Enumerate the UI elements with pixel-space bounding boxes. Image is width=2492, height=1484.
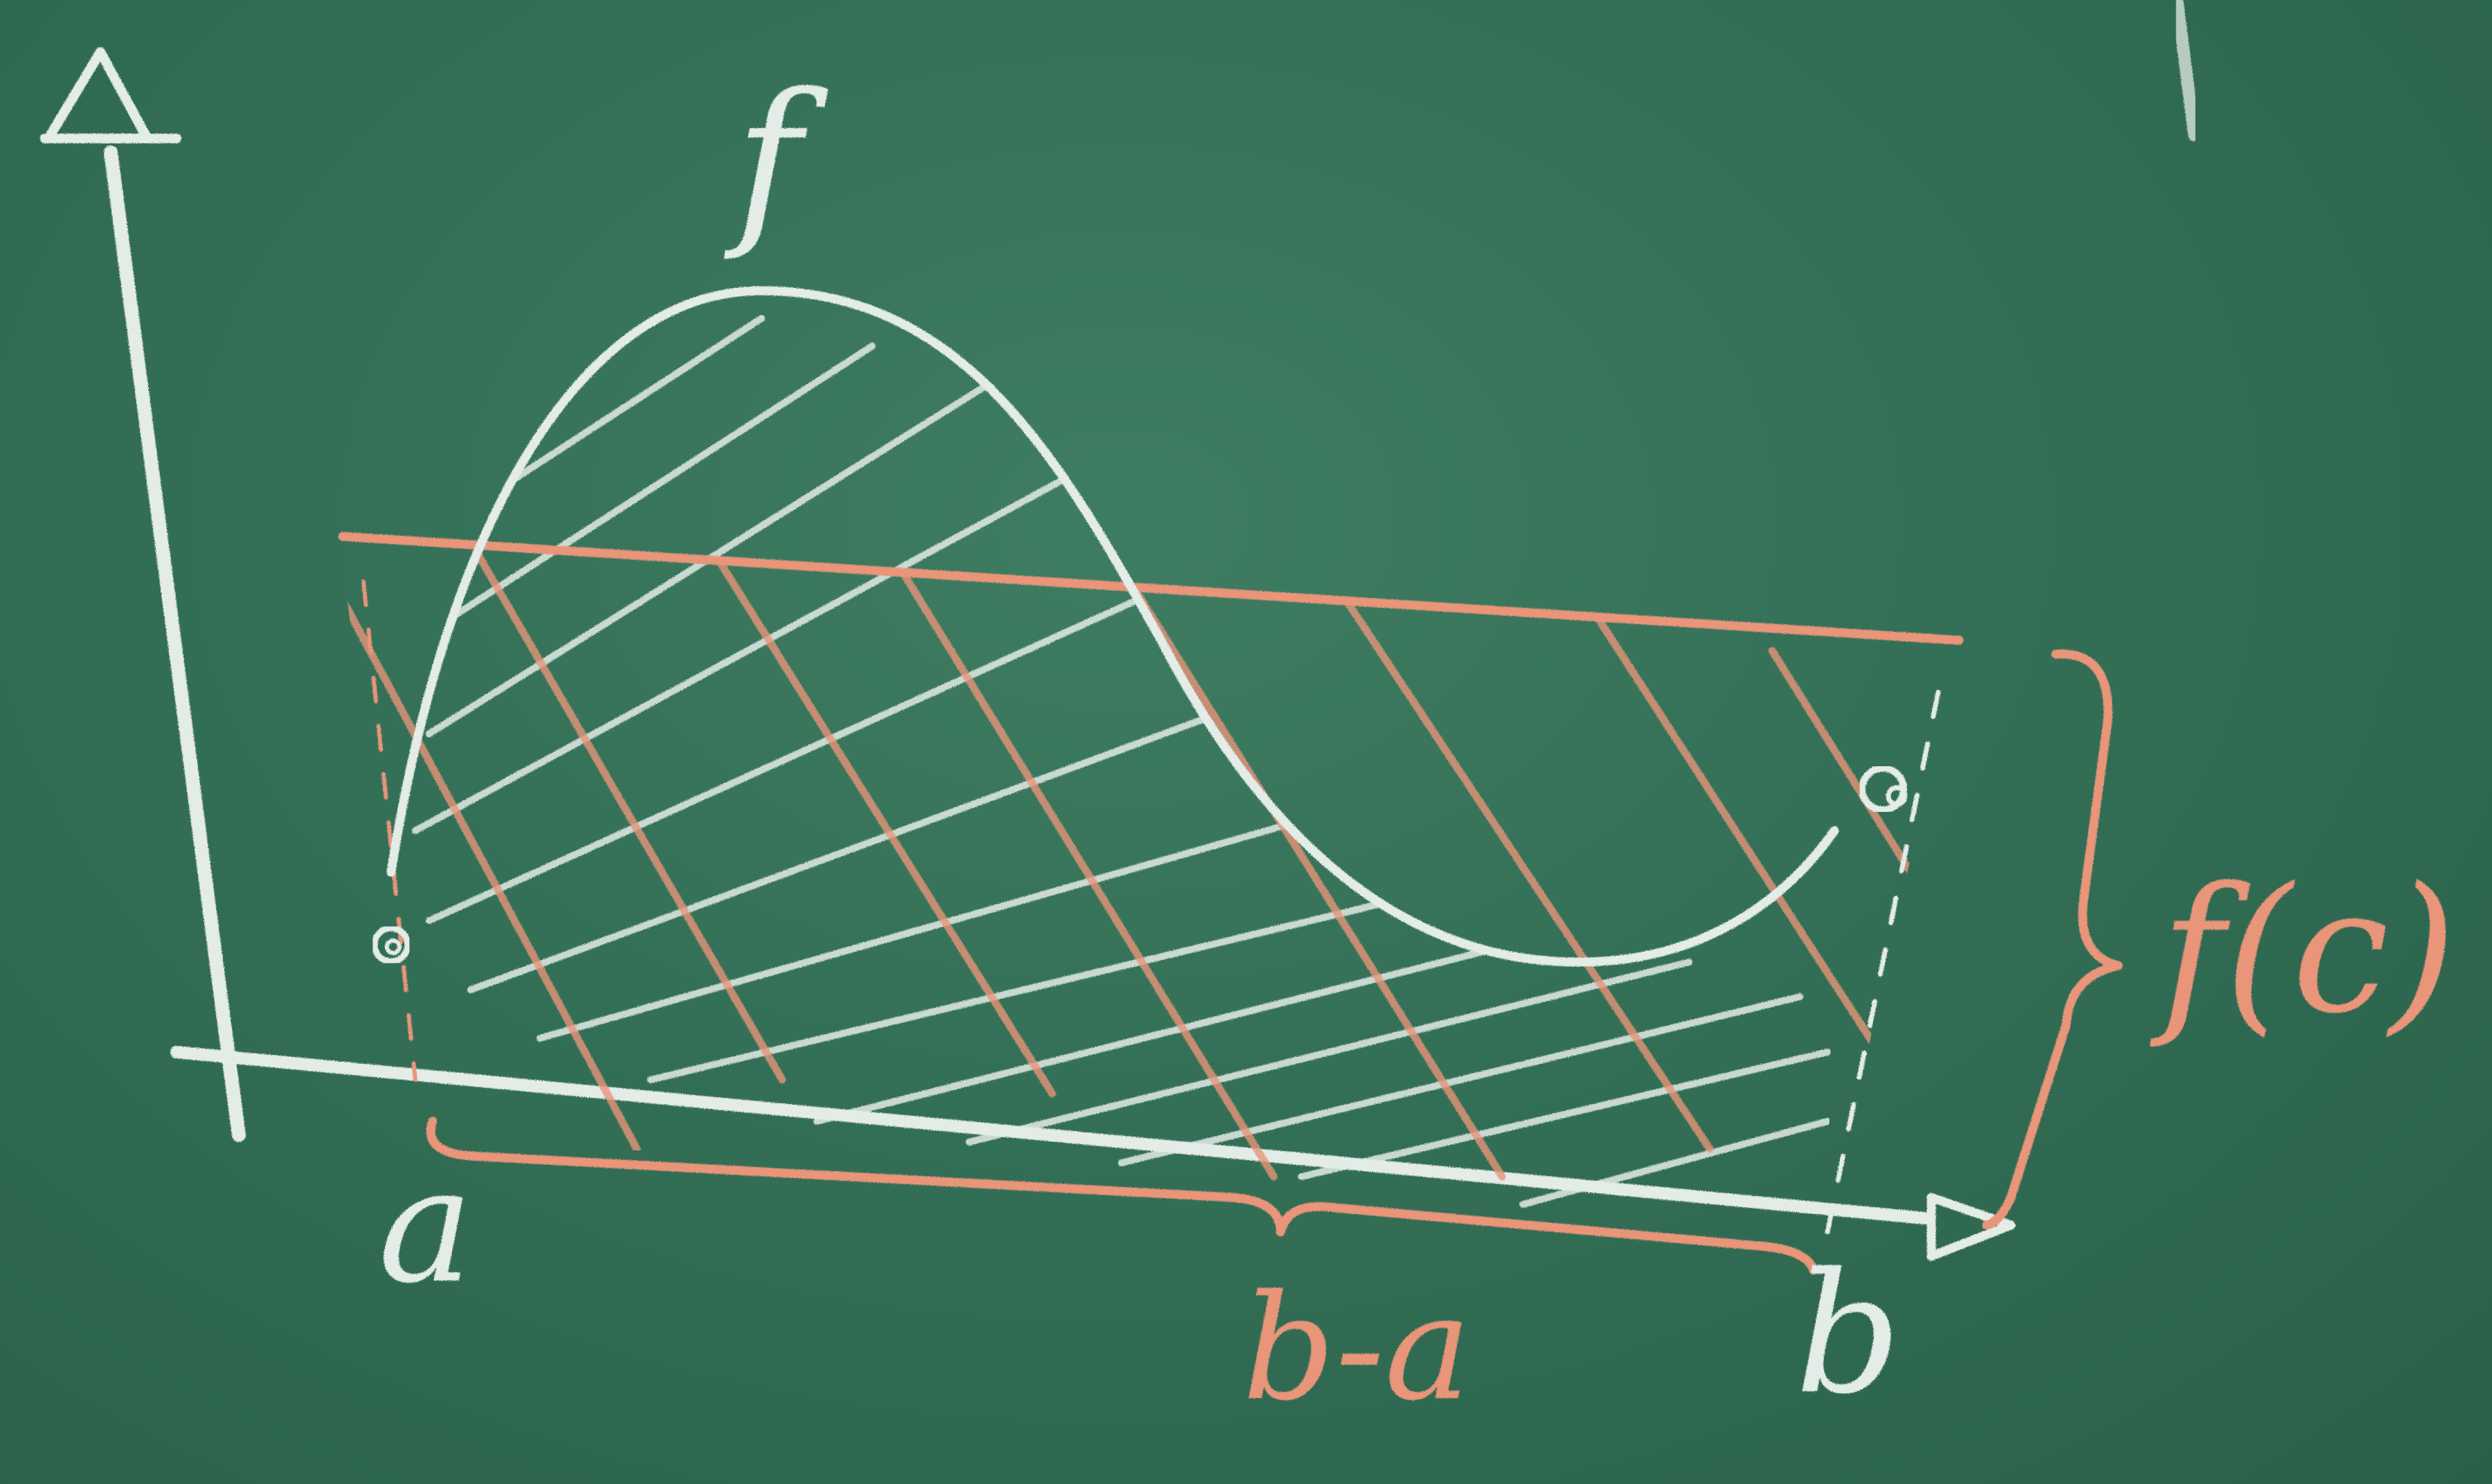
width-label: b-a bbox=[1243, 1263, 1472, 1433]
axes bbox=[40, 47, 2016, 1261]
mean-value-rectangle bbox=[338, 532, 1964, 1235]
endpoint-a-marker bbox=[371, 925, 411, 965]
y-axis bbox=[104, 145, 246, 1142]
labels: f a b b-a f(c) bbox=[378, 55, 2456, 1433]
x-axis-arrowhead bbox=[1926, 1193, 2016, 1261]
rectangle-top-edge bbox=[338, 532, 1964, 645]
area-under-curve-hatching bbox=[412, 315, 1831, 1208]
rectangle-hatching bbox=[339, 536, 1959, 1181]
height-brace bbox=[1982, 649, 2123, 1230]
function-curve bbox=[386, 286, 1839, 967]
stray-chalk-mark bbox=[2171, 0, 2201, 141]
x-axis bbox=[170, 1046, 1931, 1224]
rectangle-right-edge bbox=[1825, 689, 1941, 1235]
endpoint-b-marker bbox=[1859, 765, 1908, 813]
function-label: f bbox=[724, 55, 831, 264]
y-axis-arrowhead bbox=[40, 47, 181, 143]
height-label: f(c) bbox=[2149, 850, 2457, 1051]
rectangle-left-edge bbox=[361, 579, 417, 1082]
right-bound-label: b bbox=[1795, 1237, 1902, 1431]
width-brace bbox=[426, 1116, 1818, 1275]
left-bound-label: a bbox=[378, 1134, 473, 1319]
